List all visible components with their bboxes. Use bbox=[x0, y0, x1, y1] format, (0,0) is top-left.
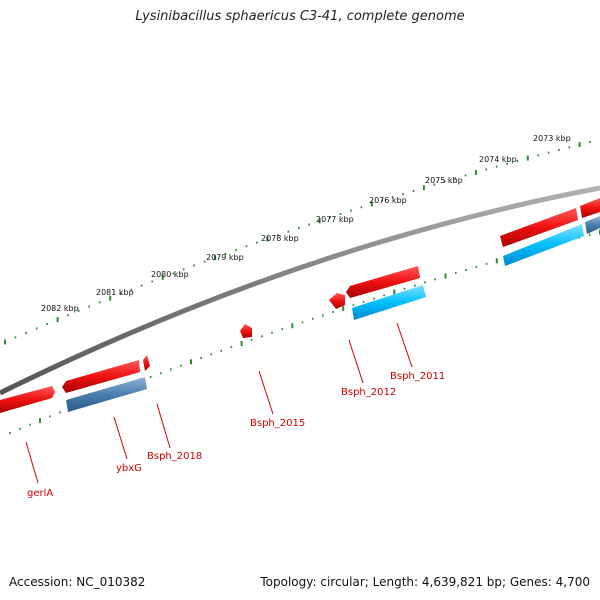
leader-line bbox=[348, 339, 364, 384]
gene-feature[interactable] bbox=[62, 360, 140, 393]
gene-labels: gerlA ybxG Bsph_2018 Bsph_2015 Bsph_2012… bbox=[27, 371, 445, 499]
gene-label-gerla[interactable]: gerlA bbox=[27, 488, 53, 499]
cds-feature[interactable] bbox=[352, 285, 426, 320]
kbp-label: 2079 kbp bbox=[206, 253, 244, 262]
kbp-label: 2080 kbp bbox=[151, 270, 189, 279]
kbp-label: 2073 kbp bbox=[533, 134, 571, 143]
kbp-labels: 2073 kbp 2074 kbp 2075 kbp 2076 kbp 2077… bbox=[41, 134, 571, 313]
kbp-label: 2081 kbp bbox=[96, 288, 134, 297]
gene-feature[interactable] bbox=[346, 266, 420, 298]
red-gene-features bbox=[0, 198, 600, 413]
accession-text: Accession: NC_010382 bbox=[9, 575, 146, 589]
kbp-label: 2078 kbp bbox=[261, 234, 299, 243]
gene-feature[interactable] bbox=[240, 324, 252, 338]
leader-line bbox=[25, 441, 39, 484]
genome-title: Lysinibacillus sphaericus C3-41, complet… bbox=[135, 9, 465, 24]
gene-label-bsph-2012[interactable]: Bsph_2012 bbox=[341, 387, 396, 398]
gene-feature[interactable] bbox=[329, 293, 345, 309]
cds-feature[interactable] bbox=[503, 224, 584, 266]
label-leader-lines bbox=[25, 322, 413, 484]
gene-feature[interactable] bbox=[500, 208, 578, 247]
blue-cds-features bbox=[66, 216, 600, 412]
kbp-label: 2075 kbp bbox=[425, 176, 463, 185]
gene-label-bsph-2018[interactable]: Bsph_2018 bbox=[147, 451, 202, 462]
gene-feature[interactable] bbox=[143, 355, 150, 371]
outer-kbp-tick-track bbox=[4, 141, 591, 345]
genome-backbone bbox=[0, 185, 600, 396]
cds-feature[interactable] bbox=[585, 216, 600, 234]
leader-line bbox=[258, 370, 274, 415]
gene-label-bsph-2015[interactable]: Bsph_2015 bbox=[250, 418, 305, 429]
leader-line bbox=[156, 403, 171, 449]
kbp-label: 2082 kbp bbox=[41, 304, 79, 313]
gene-label-bsph-2011[interactable]: Bsph_2011 bbox=[390, 371, 445, 382]
gene-feature[interactable] bbox=[0, 386, 55, 413]
gene-label-ybxg[interactable]: ybxG bbox=[116, 463, 142, 474]
kbp-label: 2076 kbp bbox=[369, 196, 407, 205]
gene-feature[interactable] bbox=[580, 198, 600, 218]
leader-line bbox=[396, 322, 413, 368]
kbp-label: 2077 kbp bbox=[316, 215, 354, 224]
leader-line bbox=[113, 416, 128, 460]
kbp-label: 2074 kbp bbox=[479, 155, 517, 164]
topology-text: Topology: circular; Length: 4,639,821 bp… bbox=[260, 575, 590, 589]
cds-feature[interactable] bbox=[66, 377, 147, 412]
